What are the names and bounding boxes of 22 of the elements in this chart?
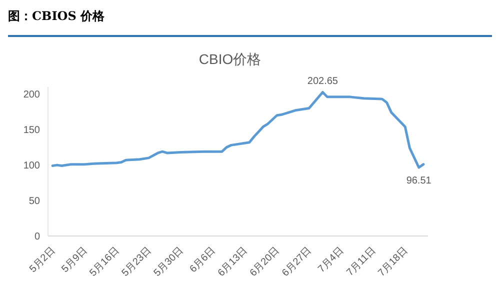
y-tick-label: 100	[23, 160, 40, 172]
y-tick-label: 0	[34, 232, 40, 243]
chart-subtitle: CBIO价格	[198, 51, 262, 69]
x-tick-label: 6月27日	[280, 245, 314, 279]
x-tick-label: 5月23日	[120, 245, 154, 279]
x-tick-label: 7月11日	[344, 245, 378, 278]
x-tick-label: 6月13日	[216, 245, 250, 279]
y-tick-label: 150	[23, 125, 40, 136]
x-tick-label: 7月4日	[316, 245, 346, 275]
x-tick-label: 5月16日	[88, 245, 122, 279]
x-tick-label: 6月20日	[248, 245, 282, 279]
x-tick-label: 7月18日	[376, 245, 410, 279]
data-label: 202.65	[307, 76, 338, 88]
data-label: 96.51	[406, 176, 432, 187]
x-tick-label: 5月9日	[60, 245, 90, 275]
x-tick-label: 5月30日	[152, 245, 186, 279]
y-tick-label: 200	[23, 90, 40, 101]
chart-title: 图：CBIOS 价格	[8, 8, 492, 37]
x-tick-label: 6月6日	[188, 245, 218, 275]
line-series	[51, 90, 425, 169]
y-tick-label: 50	[28, 196, 40, 208]
x-tick-label: 5月2日	[28, 245, 58, 275]
